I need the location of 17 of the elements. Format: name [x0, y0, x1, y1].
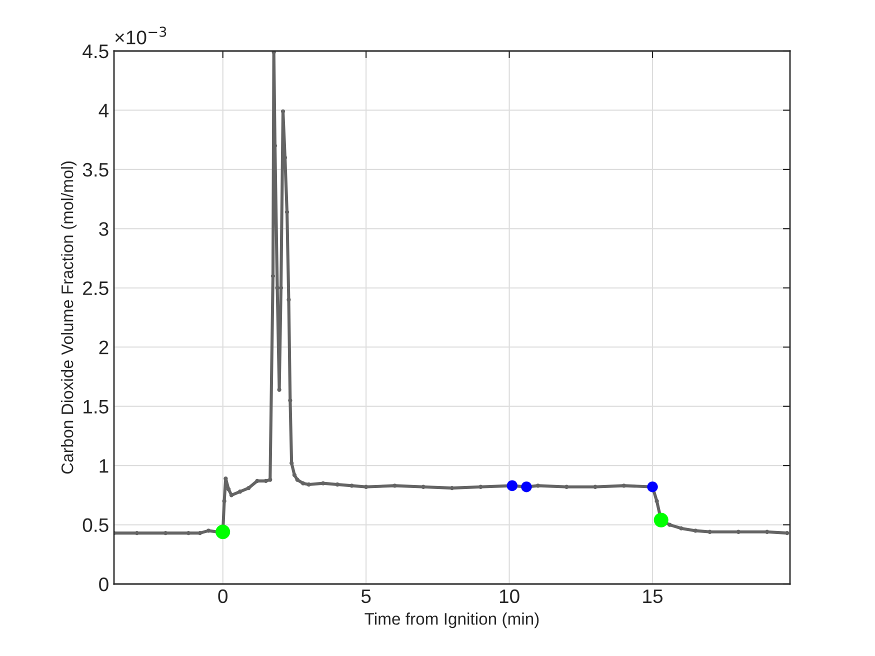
x-tick-label: 5: [361, 590, 371, 604]
y-tick-label: 1: [100, 459, 108, 473]
y-tick-label: 4.5: [82, 44, 108, 58]
x-tick-label: 10: [500, 589, 520, 604]
x-tick-label: 0: [218, 589, 228, 604]
y-tick-label: 3.5: [82, 162, 108, 177]
y-tick-label: 3: [99, 222, 108, 236]
text: ×10$^{−3}$: [115, 26, 166, 44]
y-tick-label: 0: [99, 577, 108, 592]
y-tick-label: 1.5: [84, 400, 108, 414]
x-axis-title: Time from Ignition (min): [364, 612, 539, 628]
y-tick-label: 2: [99, 340, 108, 354]
y-axis-title: Carbon Dioxide Volume Fraction (mol/mol): [61, 162, 77, 474]
y-tick-label: 2.5: [83, 281, 108, 296]
x-tick-label: 15: [643, 590, 663, 604]
y-tick-label: 0.5: [82, 518, 108, 532]
y-tick-label: 4: [98, 104, 109, 118]
